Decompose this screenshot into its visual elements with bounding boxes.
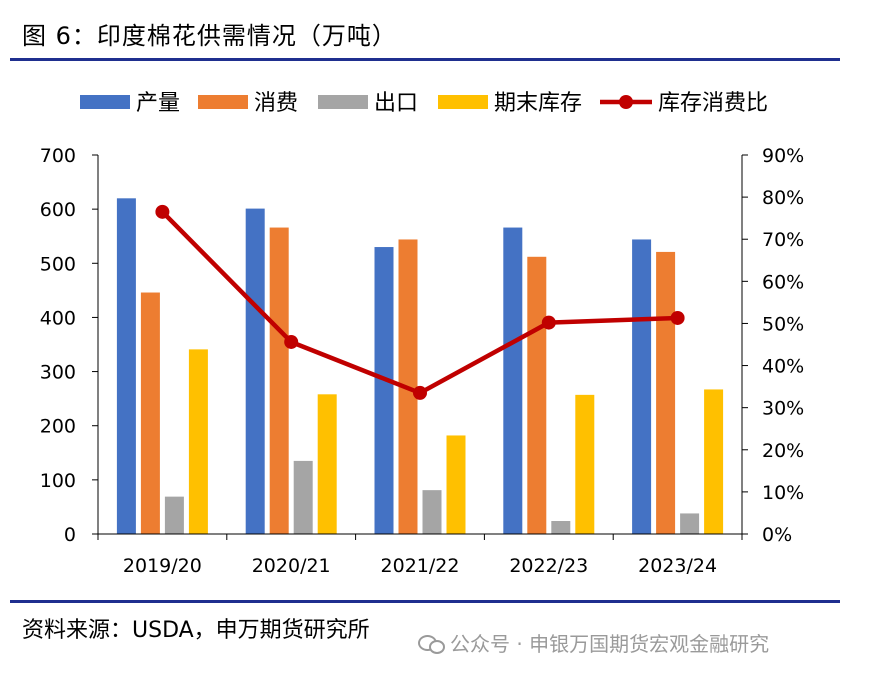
right-tick-label: 80% bbox=[762, 187, 804, 209]
left-tick-label: 700 bbox=[40, 145, 76, 167]
bar-3-2021/22 bbox=[422, 490, 442, 534]
chart-canvas: 产量 消费 出口 期末库存 库存消费比 0 100 200 300 400 500 600 700 0%… bbox=[40, 91, 805, 577]
bar-2-2020/21 bbox=[269, 227, 289, 534]
legend-swatch-marker bbox=[619, 95, 633, 109]
left-tick-label: 0 bbox=[64, 524, 76, 546]
x-tick-label: 2021/22 bbox=[381, 555, 460, 577]
left-tick-label: 500 bbox=[40, 253, 76, 275]
bar-3-2020/21 bbox=[293, 460, 313, 534]
legend-swatch bbox=[198, 95, 248, 109]
bar-1-2021/22 bbox=[374, 247, 394, 535]
bar-1-2023/24 bbox=[632, 239, 652, 534]
legend-label: 产量 bbox=[136, 91, 180, 116]
bar-1-2019/20 bbox=[116, 198, 136, 535]
right-tick-label: 10% bbox=[762, 482, 804, 504]
x-tick-label: 2019/20 bbox=[123, 555, 202, 577]
left-tick-label: 300 bbox=[40, 362, 76, 384]
ratio-point-2021/22 bbox=[413, 385, 427, 400]
right-tick-label: 0% bbox=[762, 524, 792, 546]
bar-3-2023/24 bbox=[680, 513, 700, 534]
right-tick-label: 60% bbox=[762, 271, 804, 293]
bar-1-2022/23 bbox=[503, 227, 523, 534]
source-divider bbox=[10, 600, 840, 603]
ratio-point-2020/21 bbox=[284, 334, 299, 349]
ratio-point-2023/24 bbox=[670, 310, 685, 325]
bar-2-2022/23 bbox=[527, 256, 547, 534]
right-tick-label: 70% bbox=[762, 229, 804, 251]
x-tick-label: 2023/24 bbox=[638, 555, 717, 577]
ratio-point-2022/23 bbox=[541, 315, 556, 330]
bar-1-2020/21 bbox=[245, 208, 265, 534]
line-series bbox=[155, 204, 685, 400]
ratio-point-2019/20 bbox=[155, 204, 170, 219]
left-tick-label: 200 bbox=[40, 416, 76, 438]
legend-swatch bbox=[438, 95, 488, 109]
legend-swatch bbox=[318, 95, 368, 109]
chart-axes: 0 100 200 300 400 500 600 700 0% 10% 20% 30% 40% 50% 6… bbox=[40, 145, 805, 577]
bar-4-2022/23 bbox=[575, 394, 595, 534]
bar-group bbox=[116, 198, 724, 535]
right-tick-label: 20% bbox=[762, 440, 804, 462]
left-tick-label: 600 bbox=[40, 199, 76, 221]
bar-2-2023/24 bbox=[656, 251, 676, 534]
watermark: 公众号 · 申银万国期货宏观金融研究 bbox=[418, 628, 769, 657]
figure-title: 图 6：印度棉花供需情况（万吨） bbox=[22, 22, 397, 50]
legend-label: 出口 bbox=[374, 91, 418, 116]
left-tick-label: 100 bbox=[40, 470, 76, 492]
left-tick-label: 400 bbox=[40, 307, 76, 329]
legend-label: 期末库存 bbox=[494, 91, 582, 116]
legend-label: 消费 bbox=[254, 91, 298, 116]
right-tick-label: 50% bbox=[762, 313, 804, 335]
bar-3-2022/23 bbox=[551, 521, 571, 534]
title-divider bbox=[10, 58, 840, 61]
bar-4-2020/21 bbox=[317, 394, 337, 534]
right-tick-label: 30% bbox=[762, 398, 804, 420]
source-note: 资料来源：USDA，申万期货研究所 bbox=[22, 618, 370, 643]
bar-4-2023/24 bbox=[704, 389, 724, 534]
wechat-icon bbox=[418, 633, 445, 654]
x-tick-label: 2022/23 bbox=[509, 555, 588, 577]
ratio-line bbox=[160, 210, 678, 396]
bar-3-2019/20 bbox=[164, 496, 184, 534]
legend-label: 库存消费比 bbox=[658, 91, 768, 116]
x-tick-label: 2020/21 bbox=[252, 555, 331, 577]
bar-4-2021/22 bbox=[446, 435, 466, 534]
right-tick-label: 90% bbox=[762, 145, 804, 167]
chart-legend: 产量 消费 出口 期末库存 库存消费比 bbox=[80, 91, 768, 116]
watermark-text: 公众号 · 申银万国期货宏观金融研究 bbox=[450, 632, 770, 656]
legend-swatch bbox=[80, 95, 130, 109]
bar-4-2019/20 bbox=[188, 349, 208, 534]
bar-2-2019/20 bbox=[140, 292, 160, 534]
right-tick-label: 40% bbox=[762, 356, 804, 378]
